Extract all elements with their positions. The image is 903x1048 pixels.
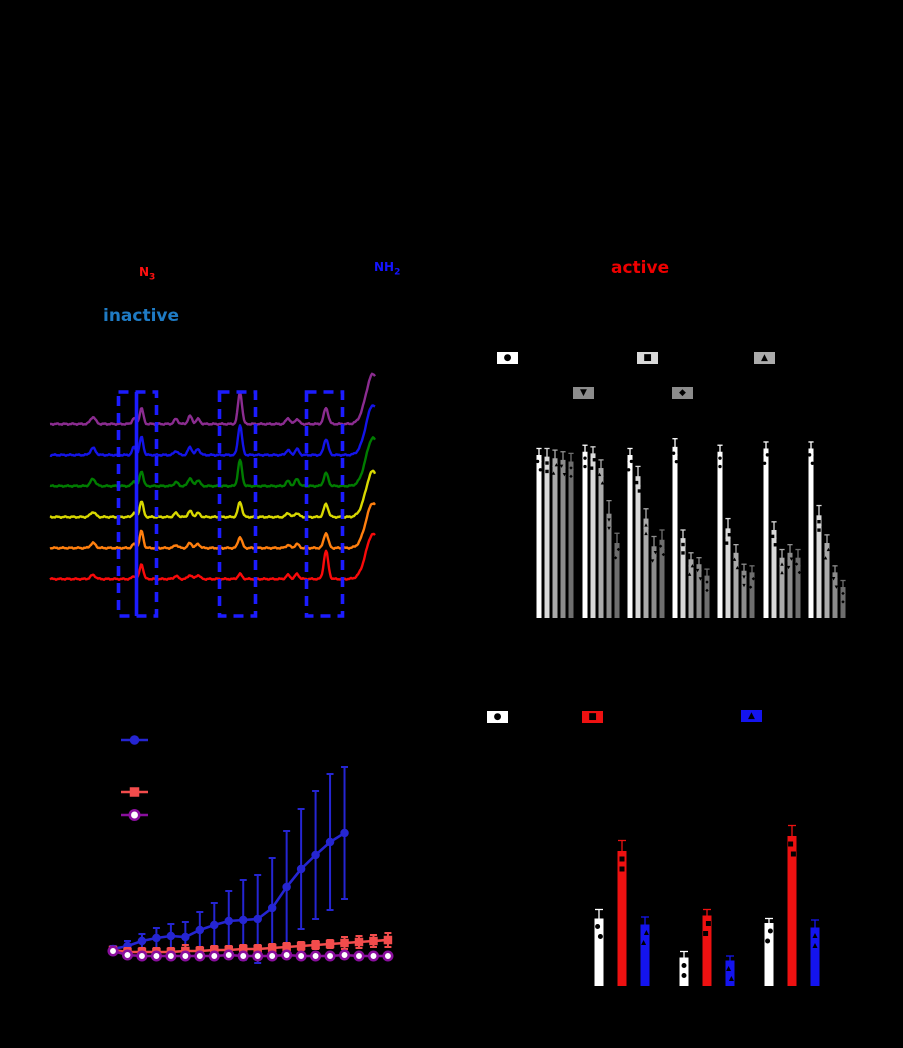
series-blue-bars-bar — [725, 960, 735, 986]
series-diamond-darkgray-bar — [614, 543, 620, 618]
series-diamond-darkgray-bar — [568, 461, 574, 618]
inactive-label: inactive — [103, 306, 180, 326]
series-circle-white-bar — [582, 451, 588, 618]
series-diamond-darkgray-bar — [659, 539, 665, 618]
series-circle-white-bar — [808, 448, 814, 618]
series-circle-white-bar — [717, 451, 723, 618]
series-triangle-gray-bar — [733, 552, 739, 618]
amine-label-prefix: NH — [374, 260, 395, 274]
spectra-chart — [49, 372, 377, 618]
bar-group-3 — [626, 447, 666, 618]
bar-group-6 — [762, 441, 802, 618]
highlight-box-3 — [304, 390, 345, 618]
bar-group-2 — [679, 908, 735, 986]
series-square-lightgray-bar — [590, 453, 596, 618]
trace-2-blue — [49, 404, 376, 457]
series-invtriangle-gray-bar — [606, 513, 612, 618]
gray-legend-symbol-2: ■ — [643, 352, 652, 363]
grouped-bar-chart — [535, 438, 846, 618]
trace-5-orange — [49, 502, 376, 550]
kinetics-line-chart — [107, 735, 394, 964]
bar-group-4 — [671, 438, 710, 618]
bar-group-7 — [807, 441, 846, 618]
amine-label: NH2 — [374, 261, 400, 277]
series-diamond-darkgray-bar — [704, 575, 710, 618]
highlight-box-2 — [217, 390, 258, 618]
series-invtriangle-gray-bar — [832, 572, 838, 618]
series-blue-circles — [108, 766, 349, 964]
gray-legend-swatch-2: ■ — [637, 352, 658, 364]
rgb-legend-symbol-3: ▲ — [748, 710, 755, 721]
series-square-lightgray-bar — [816, 515, 822, 618]
series-circle-white-bar — [763, 448, 769, 618]
bar-group-5 — [717, 444, 756, 618]
amine-label-sub: 2 — [394, 267, 401, 278]
series-red-bars-bar — [702, 915, 712, 986]
trace-3-green — [49, 436, 376, 488]
series-invtriangle-gray-bar — [651, 546, 657, 618]
series-invtriangle-gray-bar — [741, 570, 747, 618]
series-square-lightgray-bar — [725, 528, 731, 618]
gray-legend-symbol-3: ▲ — [761, 352, 768, 363]
series-triangle-gray-bar — [824, 543, 830, 618]
rgb-bar-chart — [594, 824, 820, 986]
series-white-bars-bar — [679, 957, 689, 986]
gray-legend-swatch-3: ▲ — [754, 352, 775, 364]
gray-legend-symbol-5: ◆ — [679, 387, 686, 398]
kinetics-legend — [121, 735, 148, 822]
series-red-bars-bar — [787, 836, 797, 986]
series-circle-white-bar — [672, 446, 678, 618]
series-invtriangle-gray-bar — [696, 564, 702, 618]
series-square-lightgray-bar — [771, 529, 777, 618]
series-diamond-darkgray-bar — [749, 572, 755, 618]
gray-legend-swatch-1: ● — [497, 352, 518, 364]
rgb-legend-swatch-2: ■ — [582, 711, 603, 723]
azide-label-sub: 3 — [149, 272, 156, 283]
bar-group-3 — [764, 824, 820, 986]
series-diamond-darkgray-bar — [795, 557, 801, 618]
series-square-lightgray-bar — [635, 476, 641, 618]
series-purple-open-circles — [107, 945, 394, 962]
series-triangle-gray-bar — [643, 518, 649, 618]
rgb-legend-swatch-3: ▲ — [741, 710, 762, 722]
trace-4-yellow — [49, 469, 377, 519]
bar-group-2 — [582, 444, 621, 618]
series-circle-white-bar — [627, 455, 633, 618]
series-red-bars-bar — [617, 851, 627, 986]
series-triangle-gray-bar — [779, 557, 785, 618]
series-square-lightgray-bar — [680, 538, 686, 618]
trace-1-purple — [49, 372, 376, 426]
series-white-bars-bar — [594, 918, 604, 986]
gray-legend-swatch-4: ▼ — [573, 387, 594, 399]
azide-label-prefix: N — [139, 265, 150, 279]
gray-legend-swatch-5: ◆ — [672, 387, 693, 399]
series-blue-bars-bar — [640, 924, 650, 986]
bar-group-1 — [535, 447, 574, 618]
trace-6-red — [49, 532, 376, 581]
rgb-legend-symbol-1: ● — [493, 711, 502, 722]
series-triangle-gray-bar — [688, 559, 694, 618]
rgb-legend-symbol-2: ■ — [588, 711, 597, 722]
series-invtriangle-gray-bar — [787, 552, 793, 618]
series-triangle-gray-bar — [552, 458, 558, 618]
series-circle-white-bar — [536, 455, 542, 618]
bar-group-1 — [594, 839, 650, 986]
rgb-legend-swatch-1: ● — [487, 711, 508, 723]
series-white-bars-bar — [764, 923, 774, 986]
active-label: active — [611, 258, 670, 278]
gray-legend-symbol-1: ● — [503, 352, 512, 363]
gray-legend-symbol-4: ▼ — [580, 387, 587, 398]
series-invtriangle-gray-bar — [560, 459, 566, 618]
series-triangle-gray-bar — [598, 468, 604, 618]
azide-label: N3 — [139, 266, 155, 282]
series-square-lightgray-bar — [544, 456, 550, 618]
series-blue-bars-bar — [810, 927, 820, 986]
